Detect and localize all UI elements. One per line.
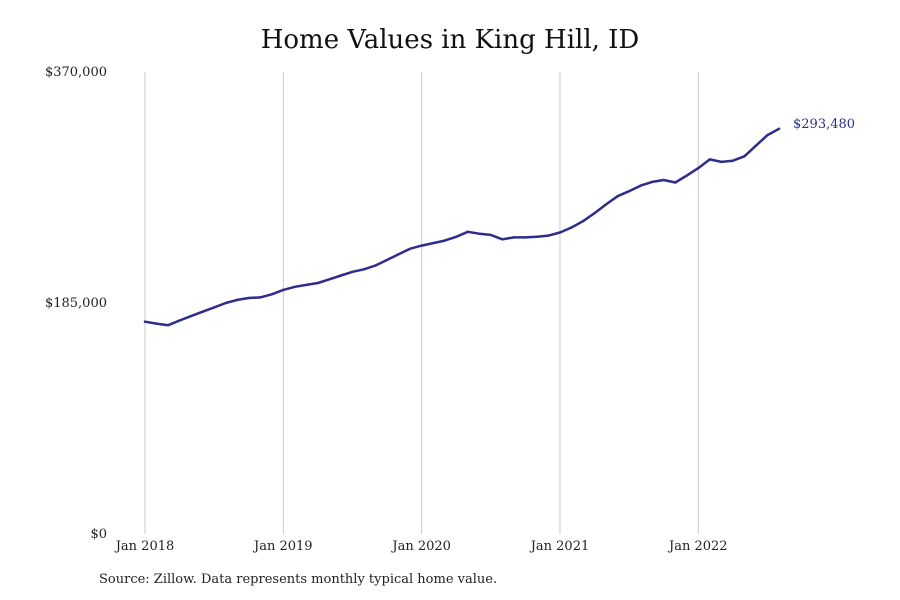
data-point	[651, 180, 654, 184]
x-axis-ticks: Jan 2018 Jan 2019 Jan 2020 Jan 2021 Jan 2022	[114, 539, 728, 554]
data-point	[236, 298, 239, 302]
data-point	[155, 322, 158, 325]
y-axis-ticks: $0 $185,000 $370,000	[45, 65, 107, 542]
data-point	[143, 320, 147, 323]
data-point	[431, 241, 435, 245]
data-point	[489, 233, 493, 237]
data-point	[420, 244, 423, 247]
data-point	[443, 239, 446, 242]
data-point	[708, 158, 712, 161]
x-tick-label: Jan 2019	[252, 539, 313, 554]
data-point	[282, 288, 285, 292]
data-point	[178, 319, 181, 322]
data-point	[720, 160, 723, 164]
data-point	[627, 190, 631, 193]
grid-lines	[144, 72, 699, 534]
data-point	[316, 281, 320, 285]
series-line	[143, 127, 781, 327]
data-point	[662, 178, 665, 182]
data-point	[339, 274, 343, 277]
data-point	[501, 238, 504, 241]
data-point	[581, 220, 585, 223]
data-point	[547, 234, 550, 237]
data-point	[408, 247, 412, 250]
data-point	[478, 232, 481, 235]
series-group: $293,480	[143, 117, 855, 327]
data-point	[466, 230, 469, 234]
chart-title: Home Values in King Hill, ID	[260, 25, 640, 55]
data-point	[374, 264, 377, 267]
data-point	[259, 296, 262, 299]
data-point	[305, 283, 308, 287]
data-point	[397, 253, 400, 256]
data-point	[328, 278, 331, 281]
x-tick-label: Jan 2020	[390, 539, 451, 554]
data-point	[455, 235, 458, 239]
x-tick-label: Jan 2022	[667, 539, 728, 554]
data-point	[674, 181, 677, 184]
data-point	[754, 144, 758, 147]
data-point	[166, 324, 170, 327]
data-point	[766, 133, 769, 137]
source-note: Source: Zillow. Data represents monthly …	[99, 572, 498, 587]
data-point	[247, 296, 250, 300]
data-point	[616, 195, 619, 198]
data-point	[224, 301, 227, 305]
data-point	[512, 236, 516, 239]
y-tick-label: $0	[90, 527, 107, 542]
x-tick-label: Jan 2018	[114, 539, 175, 554]
x-tick-label: Jan 2021	[529, 539, 590, 554]
data-point	[639, 184, 642, 187]
data-point	[593, 211, 596, 215]
data-point	[362, 268, 366, 271]
y-tick-label: $185,000	[45, 296, 107, 311]
data-point	[270, 293, 273, 296]
data-point	[731, 159, 735, 162]
data-point	[351, 270, 354, 273]
data-point	[189, 314, 193, 318]
data-point	[570, 226, 573, 229]
data-point	[385, 258, 389, 262]
data-point	[201, 310, 204, 313]
data-point	[535, 235, 539, 239]
data-point	[604, 203, 608, 206]
data-point	[524, 236, 527, 239]
data-point	[685, 174, 688, 177]
data-point	[558, 231, 562, 234]
data-point	[697, 166, 700, 170]
data-point	[212, 306, 216, 309]
y-tick-label: $370,000	[45, 65, 107, 80]
data-point	[743, 155, 746, 158]
data-point	[293, 285, 297, 288]
data-point	[777, 127, 781, 131]
end-value-label: $293,480	[793, 117, 855, 132]
